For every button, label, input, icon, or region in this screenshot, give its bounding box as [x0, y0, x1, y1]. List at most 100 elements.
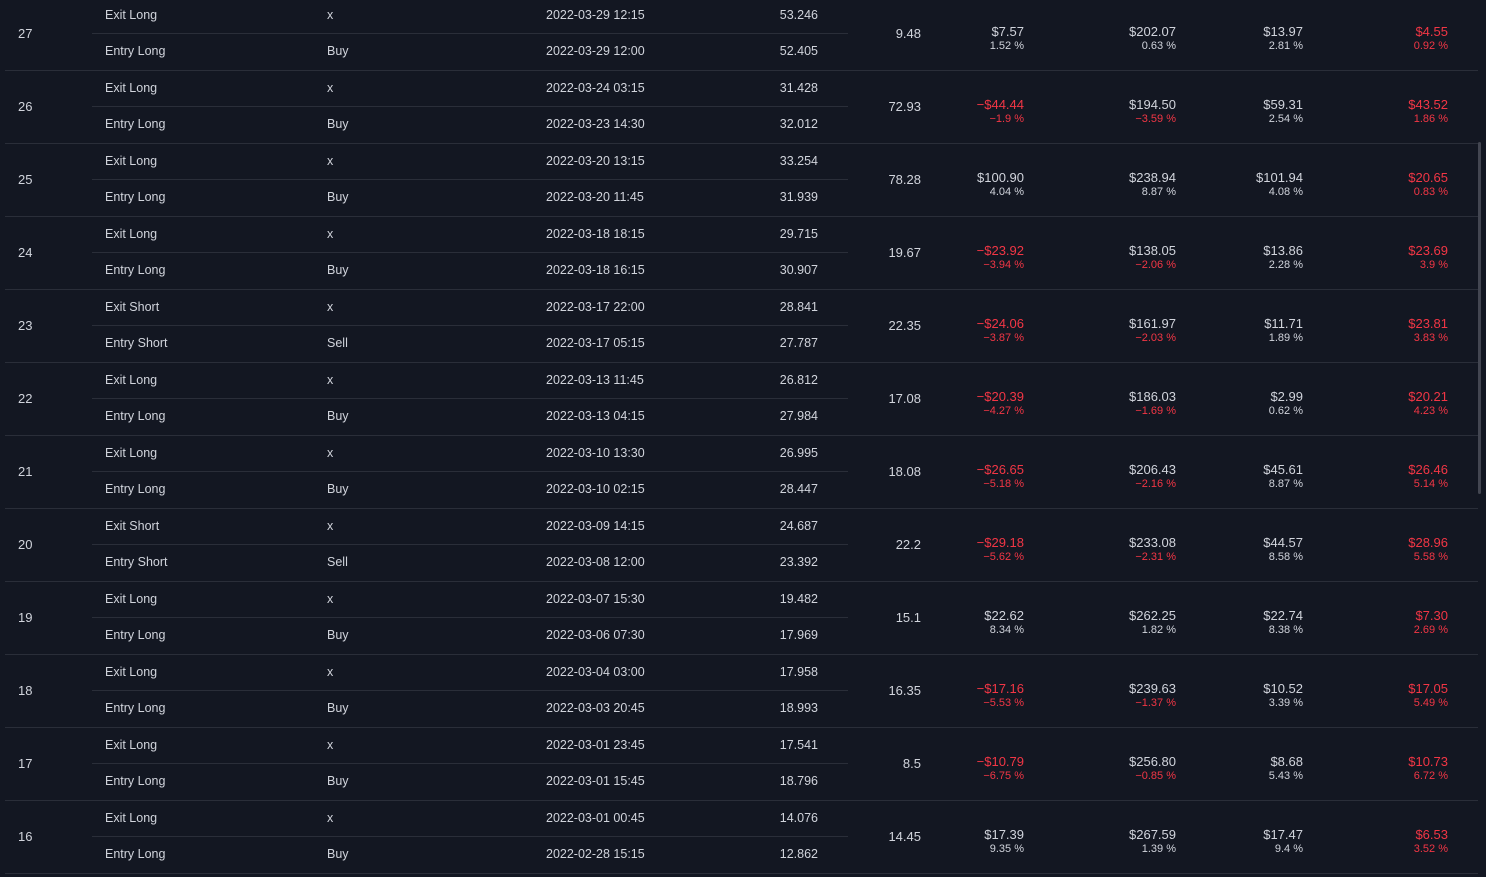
drawdown-cell: $28.96 5.58 %: [1408, 536, 1448, 564]
trade-type: Exit Long: [105, 81, 158, 95]
trade-type: Exit Long: [105, 738, 158, 752]
date-time: 2022-03-07 15:30: [546, 592, 645, 606]
run-up-percent: 4.08 %: [1268, 186, 1303, 198]
trade-type: Entry Long: [105, 628, 166, 642]
contracts: 78.28: [888, 172, 921, 187]
drawdown-cell: $10.73 6.72 %: [1408, 755, 1448, 783]
run-up-cell: $13.97 2.81 %: [1263, 25, 1303, 53]
trades-list: 27 Exit Long x 2022-03-29 12:15 53.246 E…: [5, 0, 1478, 874]
trade-row[interactable]: 27 Exit Long x 2022-03-29 12:15 53.246 E…: [5, 0, 1478, 71]
exit-subrow: Exit Long x 2022-03-20 13:15 33.254: [92, 144, 848, 180]
price: 24.687: [779, 519, 818, 533]
trade-type: Entry Long: [105, 190, 166, 204]
date-time: 2022-03-13 04:15: [546, 409, 645, 423]
cumulative-profit-value: $256.80: [1129, 754, 1176, 769]
trade-type: Exit Short: [105, 519, 160, 533]
drawdown-percent: 3.83 %: [1413, 332, 1448, 344]
entry-subrow: Entry Short Sell 2022-03-17 05:15 27.787: [92, 326, 848, 361]
trade-type: Exit Long: [105, 154, 158, 168]
date-time: 2022-03-23 14:30: [546, 117, 645, 131]
trade-row[interactable]: 16 Exit Long x 2022-03-01 00:45 14.076 E…: [5, 801, 1478, 874]
run-up-percent: 8.38 %: [1268, 624, 1303, 636]
profit-value: −$23.92: [976, 243, 1024, 258]
run-up-cell: $44.57 8.58 %: [1263, 536, 1303, 564]
cumulative-profit-value: $238.94: [1129, 170, 1176, 185]
profit-value: $22.62: [984, 608, 1024, 623]
profit-percent: 8.34 %: [989, 624, 1024, 636]
profit-cell: $22.62 8.34 %: [984, 609, 1024, 637]
profit-cell: $100.90 4.04 %: [977, 171, 1024, 199]
entry-subrow: Entry Long Buy 2022-03-10 02:15 28.447: [92, 472, 848, 507]
cumulative-profit-value: $233.08: [1129, 535, 1176, 550]
trade-type: Entry Long: [105, 774, 166, 788]
run-up-cell: $17.47 9.4 %: [1263, 828, 1303, 856]
profit-value: −$17.16: [976, 681, 1024, 696]
trade-row[interactable]: 26 Exit Long x 2022-03-24 03:15 31.428 E…: [5, 71, 1478, 144]
trade-row[interactable]: 23 Exit Short x 2022-03-17 22:00 28.841 …: [5, 290, 1478, 363]
exit-subrow: Exit Short x 2022-03-17 22:00 28.841: [92, 290, 848, 326]
trade-row[interactable]: 22 Exit Long x 2022-03-13 11:45 26.812 E…: [5, 363, 1478, 436]
drawdown-value: $20.65: [1408, 170, 1448, 185]
cumulative-profit-cell: $186.03 −1.69 %: [1129, 390, 1176, 418]
drawdown-percent: 2.69 %: [1413, 624, 1448, 636]
cumulative-profit-percent: −0.85 %: [1135, 770, 1176, 782]
drawdown-value: $23.81: [1408, 316, 1448, 331]
signal: x: [327, 738, 334, 752]
cumulative-profit-percent: −2.31 %: [1135, 551, 1176, 563]
contracts: 9.48: [895, 26, 921, 41]
profit-cell: −$17.16 −5.53 %: [977, 682, 1024, 710]
price: 28.447: [779, 482, 818, 496]
drawdown-cell: $43.52 1.86 %: [1408, 98, 1448, 126]
run-up-cell: $59.31 2.54 %: [1263, 98, 1303, 126]
drawdown-cell: $6.53 3.52 %: [1414, 828, 1448, 856]
trade-type: Exit Long: [105, 8, 158, 22]
price: 52.405: [779, 44, 818, 58]
trade-row[interactable]: 20 Exit Short x 2022-03-09 14:15 24.687 …: [5, 509, 1478, 582]
trade-number: 21: [18, 464, 33, 479]
cumulative-profit-value: $161.97: [1129, 316, 1176, 331]
drawdown-value: $23.69: [1408, 243, 1448, 258]
trade-type: Entry Long: [105, 409, 166, 423]
trade-type: Exit Long: [105, 446, 158, 460]
date-time: 2022-03-18 18:15: [546, 227, 645, 241]
cumulative-profit-value: $202.07: [1129, 24, 1176, 39]
drawdown-percent: 6.72 %: [1413, 770, 1448, 782]
trade-row[interactable]: 25 Exit Long x 2022-03-20 13:15 33.254 E…: [5, 144, 1478, 217]
trade-row[interactable]: 19 Exit Long x 2022-03-07 15:30 19.482 E…: [5, 582, 1478, 655]
run-up-cell: $45.61 8.87 %: [1263, 463, 1303, 491]
trade-row[interactable]: 24 Exit Long x 2022-03-18 18:15 29.715 E…: [5, 217, 1478, 290]
cumulative-profit-value: $262.25: [1129, 608, 1176, 623]
date-time: 2022-03-04 03:00: [546, 665, 645, 679]
contracts: 14.45: [888, 829, 921, 844]
drawdown-cell: $23.81 3.83 %: [1408, 317, 1448, 345]
date-time: 2022-03-06 07:30: [546, 628, 645, 642]
profit-value: $100.90: [977, 170, 1024, 185]
run-up-value: $2.99: [1270, 389, 1303, 404]
contracts: 22.2: [895, 537, 921, 552]
trade-row[interactable]: 18 Exit Long x 2022-03-04 03:00 17.958 E…: [5, 655, 1478, 728]
date-time: 2022-03-01 15:45: [546, 774, 645, 788]
cumulative-profit-cell: $238.94 8.87 %: [1129, 171, 1176, 199]
trade-row[interactable]: 21 Exit Long x 2022-03-10 13:30 26.995 E…: [5, 436, 1478, 509]
cumulative-profit-value: $206.43: [1129, 462, 1176, 477]
exit-subrow: Exit Short x 2022-03-09 14:15 24.687: [92, 509, 848, 545]
trade-type: Entry Long: [105, 263, 166, 277]
cumulative-profit-percent: −2.16 %: [1135, 478, 1176, 490]
price: 17.541: [779, 738, 818, 752]
contracts: 72.93: [888, 99, 921, 114]
trade-type: Exit Short: [105, 300, 160, 314]
run-up-value: $44.57: [1263, 535, 1303, 550]
date-time: 2022-03-20 11:45: [546, 190, 644, 204]
run-up-cell: $8.68 5.43 %: [1269, 755, 1303, 783]
date-time: 2022-03-24 03:15: [546, 81, 645, 95]
price: 17.958: [779, 665, 818, 679]
price: 23.392: [779, 555, 818, 569]
date-time: 2022-03-10 13:30: [546, 446, 645, 460]
trade-type: Entry Long: [105, 44, 166, 58]
signal: Buy: [327, 44, 349, 58]
trade-row[interactable]: 17 Exit Long x 2022-03-01 23:45 17.541 E…: [5, 728, 1478, 801]
vertical-scrollbar[interactable]: [1478, 142, 1481, 494]
contracts: 17.08: [888, 391, 921, 406]
trade-type: Entry Long: [105, 847, 166, 861]
